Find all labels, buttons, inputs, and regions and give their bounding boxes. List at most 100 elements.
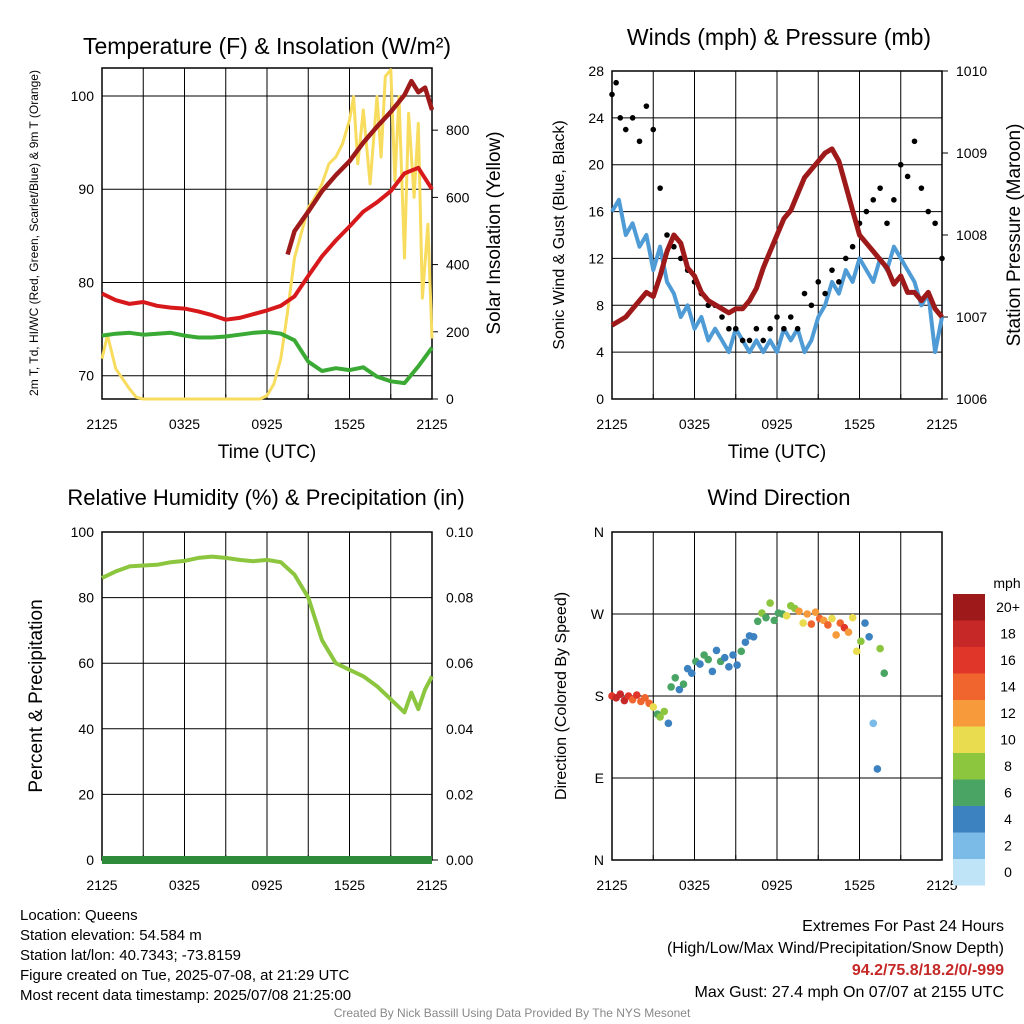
gust-point (911, 138, 918, 145)
legend-swatch (953, 806, 985, 833)
recent-timestamp: Most recent data timestamp: 2025/07/08 2… (20, 987, 352, 1004)
gust-point (739, 337, 746, 344)
extremes-box: Extremes For Past 24 Hours (High/Low/Max… (667, 916, 1004, 1004)
extremes-values: 94.2/75.8/18.2/0/-999 (851, 962, 1004, 979)
legend-label: 8 (1004, 758, 1012, 774)
gust-point (815, 279, 822, 285)
gust-point (613, 79, 619, 86)
y-tick-label: 20 (588, 157, 604, 173)
y2-axis-label: Solar Insolation (Yellow) (484, 131, 505, 334)
station-location: Location: Queens (20, 907, 138, 924)
gust-point (939, 255, 945, 262)
direction-point (679, 680, 688, 688)
credit-line: Created By Nick Bassill Using Data Provi… (333, 1006, 691, 1020)
y-tick-label: 70 (78, 368, 94, 384)
legend-label: 2 (1004, 838, 1012, 854)
y-tick-label: 20 (78, 786, 94, 802)
panel-wind-direction: Wind Direction 2125 0325 0925 1525 2125 N E S W N… (553, 485, 1021, 893)
y-tick-label: 40 (78, 721, 94, 737)
tick-labels: 2125 0325 0925 1525 2125 0 4 8 12 16 20 24 28 1006 100… (588, 63, 987, 432)
x-tick-label: 2125 (596, 416, 627, 432)
gust-point (870, 197, 877, 203)
series-group (101, 554, 434, 864)
direction-point (803, 610, 812, 618)
gust-point (932, 220, 938, 227)
x-tick-label: 2125 (926, 416, 957, 432)
direction-point (880, 669, 889, 678)
x-tick-label: 1525 (334, 877, 365, 893)
series-group (609, 79, 945, 355)
x-tick-label: 0925 (761, 877, 792, 893)
legend-swatch (953, 594, 985, 621)
direction-point (712, 646, 721, 655)
y-tick-label: 12 (588, 250, 604, 266)
direction-point (852, 647, 861, 656)
y-axis-label: Direction (Colored By Speed) (553, 592, 570, 800)
gust-point (842, 255, 849, 262)
x-tick-label: 0925 (251, 416, 282, 432)
gust-point (629, 115, 636, 121)
direction-point (729, 651, 737, 659)
dewpoint-line (101, 329, 434, 386)
legend-title: mph (993, 575, 1020, 591)
insolation-line (100, 68, 434, 401)
y-tick-label: 16 (588, 204, 604, 220)
gust-point (794, 325, 801, 332)
legend-label: 12 (1000, 705, 1016, 721)
legend-swatch (953, 753, 985, 780)
direction-point (844, 628, 853, 637)
y-tick-label: 28 (588, 63, 604, 79)
direction-point (762, 613, 770, 622)
gust-point (617, 115, 624, 121)
station-info: Location: Queens Station elevation: 54.5… (20, 906, 351, 1006)
gust-point (863, 208, 870, 215)
gust-point (925, 208, 932, 215)
station-latlon: Station lat/lon: 40.7343; -73.8159 (20, 947, 242, 964)
direction-point (632, 691, 641, 699)
direction-point (664, 719, 673, 728)
chart-title: Temperature (F) & Insolation (W/m²) (83, 33, 451, 59)
gust-point (664, 232, 670, 238)
gust-point (774, 314, 780, 320)
gridlines (611, 531, 943, 861)
y-tick-label: 60 (78, 655, 94, 671)
y-tick-label: 80 (78, 590, 94, 606)
gust-point (829, 267, 835, 273)
direction-point (656, 713, 664, 721)
gridlines (611, 70, 948, 400)
y2-tick-label: 1010 (956, 63, 987, 79)
y-tick-label: 8 (596, 297, 604, 313)
direction-point (795, 607, 803, 616)
heat-index-line (285, 78, 435, 256)
pressure-line (610, 146, 944, 328)
panel-winds: Winds (mph) & Pressure (mb) 2125 0325 0925… (551, 24, 1024, 463)
extremes-title: Extremes For Past 24 Hours (802, 918, 1004, 935)
legend-swatch (953, 647, 985, 674)
direction-point (725, 663, 733, 671)
gust-point (719, 314, 725, 320)
direction-point (749, 632, 758, 641)
panel-temperature: Temperature (F) & Insolation (W/m²) 2125… (27, 33, 505, 463)
x-tick-label: 2125 (86, 877, 117, 893)
x-tick-label: 0325 (169, 416, 200, 432)
gust-point (726, 325, 732, 332)
speed-color-legend: mph 20+ 18 16 14 12 10 8 6 4 2 0 (953, 575, 1021, 886)
direction-point (811, 608, 820, 616)
chart-title: Wind Direction (707, 485, 850, 510)
legend-label: 20+ (996, 599, 1020, 615)
gust-point (884, 220, 890, 227)
direction-point (807, 620, 816, 628)
x-tick-label: 1525 (334, 416, 365, 432)
figure-created: Figure created on Tue, 2025-07-08, at 21… (20, 967, 350, 984)
y-tick-label: E (595, 770, 604, 786)
direction-point (824, 621, 832, 629)
direction-point (720, 653, 729, 662)
direction-point (848, 613, 857, 622)
gust-point (643, 103, 650, 109)
gust-point (897, 161, 904, 168)
direction-point (733, 661, 741, 669)
temperature-line (101, 165, 434, 322)
direction-point (799, 619, 807, 627)
legend-label: 4 (1004, 811, 1012, 827)
y2-tick-label: 600 (446, 189, 470, 205)
